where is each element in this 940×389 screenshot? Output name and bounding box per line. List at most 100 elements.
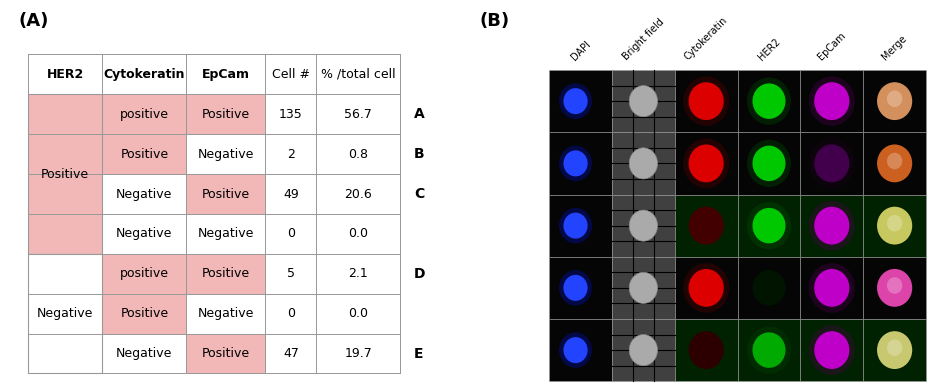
- Ellipse shape: [808, 201, 854, 251]
- Text: Positive: Positive: [120, 148, 168, 161]
- Text: 19.7: 19.7: [344, 347, 372, 360]
- Bar: [102, 95, 186, 134]
- Bar: [102, 174, 186, 214]
- Ellipse shape: [814, 82, 850, 120]
- Ellipse shape: [689, 269, 724, 307]
- Bar: [186, 334, 265, 373]
- Bar: [801, 257, 863, 319]
- Ellipse shape: [808, 138, 854, 188]
- Text: Positive: Positive: [202, 187, 250, 200]
- Text: D: D: [415, 267, 426, 281]
- Ellipse shape: [629, 210, 657, 241]
- Text: (A): (A): [19, 12, 49, 30]
- Ellipse shape: [887, 91, 902, 107]
- Bar: [265, 294, 317, 333]
- Text: % /total cell: % /total cell: [321, 68, 396, 81]
- Text: 0.0: 0.0: [349, 307, 368, 320]
- Ellipse shape: [814, 269, 850, 307]
- Text: 2.1: 2.1: [349, 267, 368, 280]
- Text: Negative: Negative: [117, 347, 173, 360]
- Ellipse shape: [563, 337, 588, 363]
- Bar: [265, 334, 317, 373]
- Bar: [317, 334, 400, 373]
- Bar: [317, 95, 400, 134]
- Bar: [102, 254, 186, 294]
- Bar: [265, 174, 317, 214]
- Text: 5: 5: [287, 267, 295, 280]
- Ellipse shape: [683, 76, 729, 126]
- Bar: [186, 54, 265, 95]
- Text: Negative: Negative: [197, 148, 254, 161]
- Bar: [317, 254, 400, 294]
- Ellipse shape: [808, 325, 854, 375]
- Text: positive: positive: [119, 108, 169, 121]
- Ellipse shape: [683, 138, 729, 188]
- Ellipse shape: [814, 331, 850, 369]
- Bar: [738, 257, 801, 319]
- Ellipse shape: [629, 335, 657, 366]
- Text: 20.6: 20.6: [344, 187, 372, 200]
- Bar: [612, 194, 675, 257]
- Ellipse shape: [753, 83, 786, 119]
- Ellipse shape: [683, 263, 729, 313]
- Bar: [186, 174, 265, 214]
- Bar: [186, 214, 265, 254]
- Bar: [738, 194, 801, 257]
- Text: B: B: [415, 147, 425, 161]
- Text: Positive: Positive: [202, 108, 250, 121]
- Bar: [549, 257, 612, 319]
- Bar: [612, 70, 675, 132]
- Text: DAPI: DAPI: [569, 39, 592, 62]
- Ellipse shape: [629, 148, 657, 179]
- Text: Positive: Positive: [120, 307, 168, 320]
- Ellipse shape: [689, 82, 724, 120]
- Bar: [28, 254, 102, 373]
- Text: 0: 0: [287, 228, 295, 240]
- Bar: [265, 134, 317, 174]
- Bar: [186, 95, 265, 134]
- Bar: [549, 319, 612, 381]
- Bar: [612, 257, 675, 319]
- Ellipse shape: [559, 83, 592, 119]
- Bar: [738, 70, 801, 132]
- Text: 56.7: 56.7: [344, 108, 372, 121]
- Ellipse shape: [887, 277, 902, 294]
- Ellipse shape: [887, 215, 902, 231]
- Text: Negative: Negative: [117, 228, 173, 240]
- Text: Cytokeratin: Cytokeratin: [103, 68, 185, 81]
- Bar: [317, 134, 400, 174]
- Text: positive: positive: [119, 267, 169, 280]
- Bar: [863, 257, 926, 319]
- Text: Negative: Negative: [197, 307, 254, 320]
- Bar: [102, 54, 186, 95]
- Text: 0.0: 0.0: [349, 228, 368, 240]
- Text: E: E: [415, 347, 424, 361]
- Text: A: A: [415, 107, 425, 121]
- Bar: [265, 254, 317, 294]
- Bar: [317, 294, 400, 333]
- Ellipse shape: [563, 151, 588, 176]
- Bar: [675, 70, 738, 132]
- Ellipse shape: [877, 144, 912, 182]
- Text: 49: 49: [283, 187, 299, 200]
- Ellipse shape: [747, 202, 791, 249]
- Ellipse shape: [689, 207, 724, 245]
- Text: C: C: [415, 187, 425, 201]
- Ellipse shape: [559, 145, 592, 181]
- Bar: [28, 174, 102, 214]
- Bar: [265, 214, 317, 254]
- Bar: [102, 294, 186, 333]
- Bar: [28, 134, 102, 174]
- Ellipse shape: [814, 144, 850, 182]
- Ellipse shape: [747, 77, 791, 125]
- Bar: [102, 134, 186, 174]
- Bar: [28, 95, 102, 134]
- Bar: [863, 132, 926, 194]
- Bar: [549, 194, 612, 257]
- Ellipse shape: [877, 331, 912, 369]
- Ellipse shape: [877, 269, 912, 307]
- Bar: [28, 95, 102, 254]
- Ellipse shape: [689, 331, 724, 369]
- Bar: [801, 70, 863, 132]
- Bar: [265, 95, 317, 134]
